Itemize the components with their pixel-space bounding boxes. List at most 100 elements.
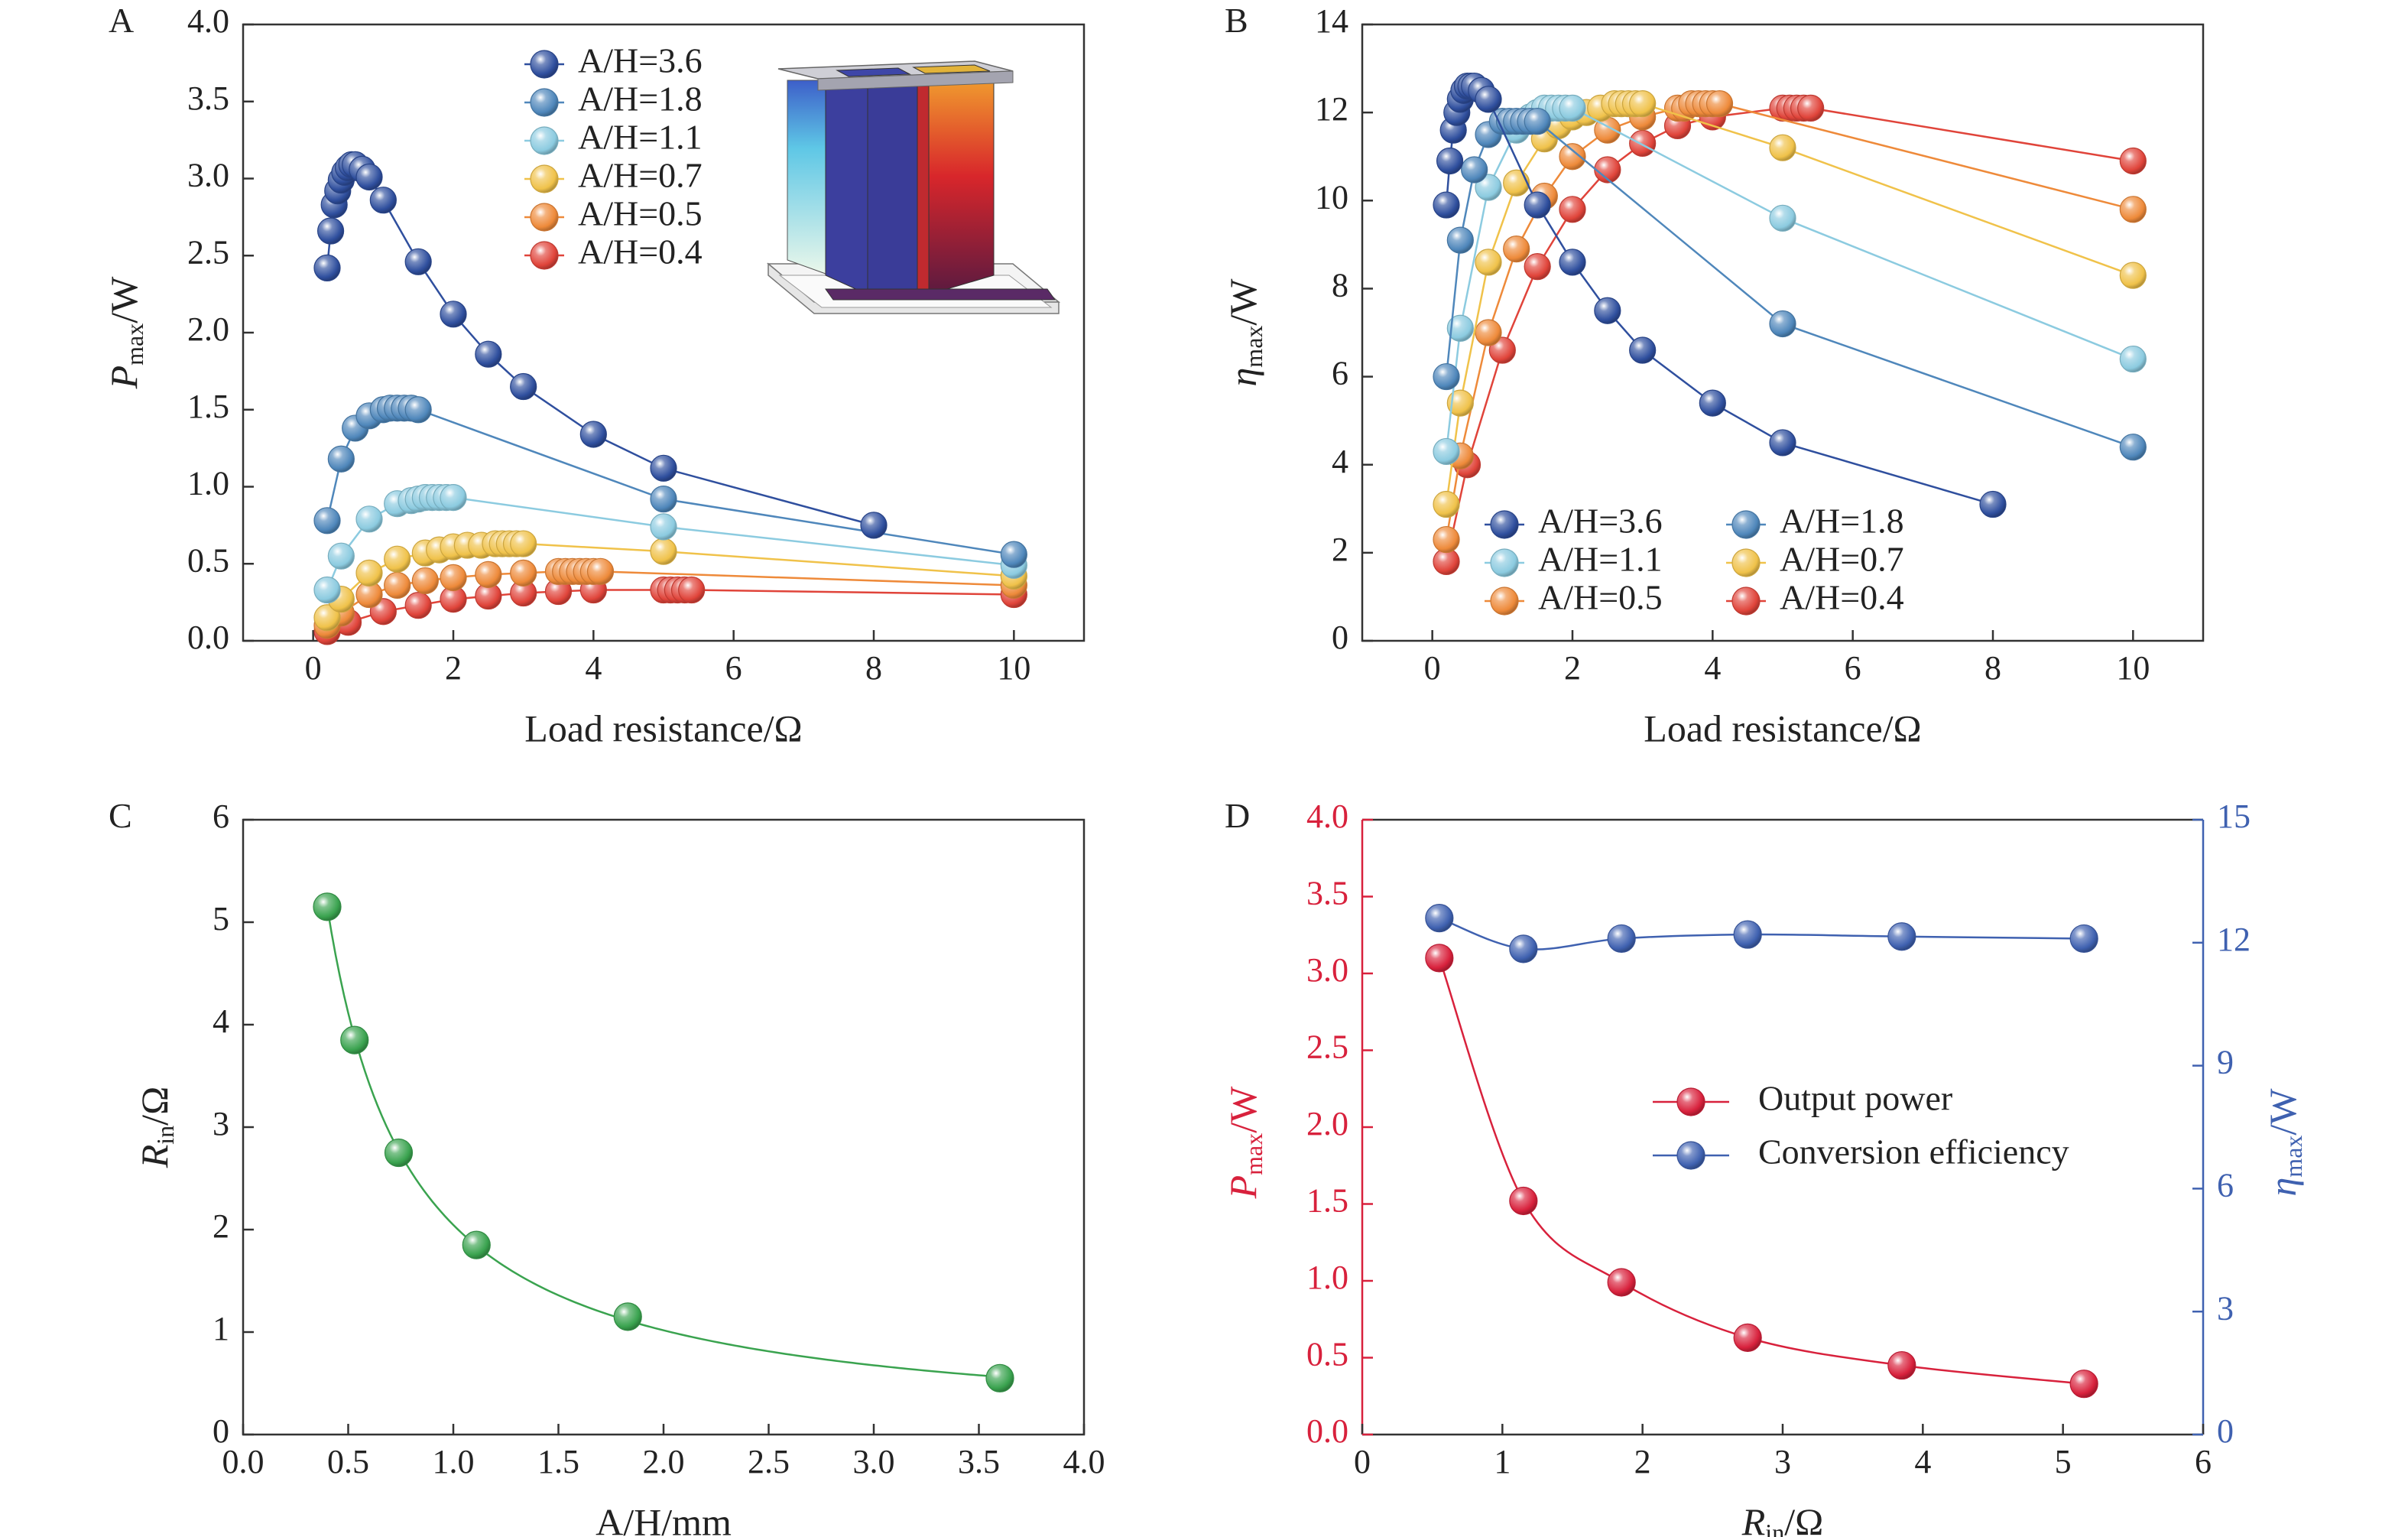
axis-title-sub: max [121,323,148,366]
panel-letter: A [109,1,134,40]
y-tick-label: 0.5 [1306,1336,1348,1373]
data-point [1446,226,1474,254]
data-point [1509,934,1538,963]
data-point [1594,156,1621,184]
y-tick-label: 12 [1315,90,1348,128]
data-point [355,559,383,587]
axis-title-sub: max [2280,1136,2307,1178]
axis-title-unit: /W [102,276,145,323]
panel-d: 0 1 2 3 4 5 60.00.51.01.52.02.53.03.54.0036912… [1222,796,2307,1537]
data-point [678,576,706,604]
data-point [1524,253,1551,281]
data-point [1887,1350,1916,1380]
data-point [1524,108,1551,135]
data-point [1446,314,1474,342]
legend-marker [1490,510,1519,539]
inset-leg-blue-side [867,80,918,295]
legend-label: A/H=1.1 [578,118,703,157]
panel-b: 0 2 4 6 8 10 0 2 4 6 8 10 12 14 Load resistance/Ω ηmax/… [1222,1,2205,749]
y-tick-label: 5 [213,900,229,937]
data-point [1425,904,1454,933]
y-axis-title: Pmax/W [102,276,148,390]
legend-marker [1731,510,1761,539]
y-tick-label: 6 [213,798,229,835]
data-point [369,187,397,214]
legend-marker [530,241,559,270]
y-tick-label: 0.0 [1306,1412,1348,1450]
data-point [2119,345,2147,373]
data-point [1559,249,1586,276]
data-point [1509,1186,1538,1216]
data-point [313,576,341,604]
series-line [1438,957,2085,1385]
axis-title-sub: in [151,1126,179,1145]
axis-title-main: R [1741,1500,1766,1537]
legend: A/H=3.6 A/H=1.8 A/H=1.1 A/H=0.7 A/H=0.5 A/H=0… [1485,502,1904,617]
data-point [313,604,341,632]
legend-label: A/H=0.5 [578,194,703,233]
x-tick-label: 4.0 [1063,1443,1105,1480]
y-tick-label: 2.0 [1306,1105,1348,1142]
panel-letter: C [109,796,132,835]
y-tick-label: 3.0 [1306,951,1348,989]
y-tick-label: 0.5 [187,541,229,579]
data-point [2069,1370,2098,1399]
y-tick-label: 4.0 [187,2,229,40]
data-point [2119,434,2147,461]
data-point [1475,86,1502,113]
data-point [475,561,502,588]
data-point [1733,1323,1762,1352]
panel-a: 0 2 4 6 8 10 0.0 0.5 1.0 1.5 2.0 2.5 3.0 3.5 4.0 Load r… [102,1,1086,749]
x-tick-label: 1 [1494,1443,1511,1480]
data-point [1433,525,1460,554]
x-tick-label: 4 [585,649,602,687]
x-axis-title: Rin/Ω [1741,1500,1824,1537]
data-point [1503,169,1530,197]
y-tick-label: 3 [213,1105,229,1142]
legend-marker [530,126,559,155]
y-tick-label: 1.0 [187,465,229,502]
y-tick-label: 3.0 [187,157,229,194]
x-tick-label: 2 [445,649,462,687]
axis-title-main: η [2261,1178,2304,1197]
data-point [1559,196,1586,223]
y-tick-label: 2.5 [1306,1028,1348,1066]
series-line [1445,85,1994,505]
y-tick-label: 4 [213,1002,229,1040]
data-point [1769,310,1796,338]
inset-leg-red-face [928,80,995,295]
y-tick-label-right: 12 [2217,921,2251,958]
data-point [1433,437,1460,466]
legend-marker [530,203,559,232]
data-point [384,1138,414,1168]
x-axis-title: Load resistance/Ω [524,707,802,749]
data-point [579,421,607,448]
legend-label: A/H=1.8 [1780,502,1904,541]
x-tick-label: 0.5 [327,1443,369,1480]
y-tick-label: 1 [213,1310,229,1347]
axis-title-sub: max [1240,1133,1267,1175]
panel-letter: B [1225,1,1248,40]
data-point [1629,336,1657,364]
legend-label: Conversion efficiency [1758,1132,2069,1171]
legend-marker [530,50,559,79]
data-point [404,248,432,275]
x-tick-label: 3.5 [958,1443,1000,1480]
legend-marker [530,164,559,193]
legend-label: A/H=1.8 [578,80,703,119]
legend: Output power Conversion efficiency [1653,1079,2069,1171]
data-point [327,542,355,570]
x-tick-label: 1.0 [433,1443,475,1480]
x-tick-label: 0 [1354,1443,1371,1480]
legend-marker [1490,548,1519,577]
y-tick-label: 2 [1332,531,1348,568]
legend-label: A/H=0.5 [1538,578,1663,617]
inset-top-blue [836,67,911,77]
y-tick-label: 14 [1315,2,1348,40]
y-tick-label: 6 [1332,355,1348,392]
data-point [327,445,355,473]
y-tick-label: 1.0 [1306,1259,1348,1296]
axis-title-main: R [133,1145,176,1169]
data-point [2069,924,2098,954]
y-tick-label: 0 [213,1412,229,1450]
